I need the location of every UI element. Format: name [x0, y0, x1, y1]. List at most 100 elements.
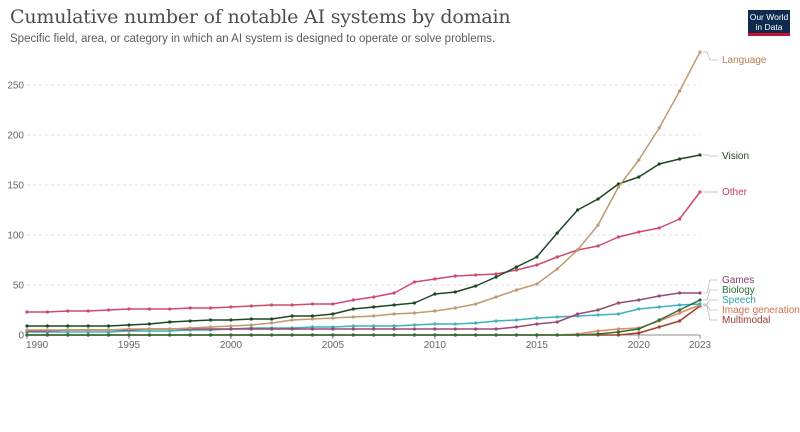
data-point — [616, 333, 621, 337]
data-point — [698, 291, 702, 295]
logo-line-2: in Data — [755, 22, 783, 32]
data-point — [637, 327, 641, 331]
data-point — [514, 325, 519, 329]
data-point — [270, 317, 274, 321]
data-point — [270, 303, 274, 307]
series-line — [27, 51, 701, 331]
data-point — [147, 327, 151, 331]
data-point — [453, 274, 457, 278]
label-leader-line — [703, 299, 718, 305]
data-point — [229, 327, 233, 331]
data-point — [127, 333, 131, 337]
data-point — [147, 322, 151, 326]
data-point — [433, 277, 437, 281]
data-point — [514, 265, 519, 269]
y-tick-label: 100 — [7, 231, 24, 242]
data-point — [678, 311, 682, 315]
data-point — [331, 316, 335, 320]
data-point — [596, 223, 600, 227]
data-point — [555, 333, 559, 337]
data-point — [106, 328, 111, 332]
data-point — [106, 324, 111, 328]
series-label: Other — [722, 187, 748, 198]
data-point — [351, 327, 355, 331]
data-point — [249, 323, 253, 327]
data-point — [596, 197, 600, 201]
data-point — [474, 284, 478, 288]
data-point — [372, 324, 376, 328]
x-tick-label: 2000 — [220, 340, 243, 351]
data-point — [270, 327, 274, 331]
data-point — [310, 302, 315, 306]
data-point — [698, 50, 702, 54]
data-point — [188, 326, 192, 330]
label-leader-line — [703, 279, 718, 294]
data-point — [229, 318, 233, 322]
x-tick-label: 2020 — [628, 340, 651, 351]
data-point — [596, 313, 600, 317]
data-point — [637, 307, 641, 311]
data-point — [698, 298, 702, 302]
label-leader-line — [703, 304, 718, 311]
data-point — [596, 244, 600, 248]
data-point — [392, 333, 396, 337]
data-point — [25, 328, 29, 332]
data-point — [637, 331, 641, 335]
data-point — [331, 327, 335, 331]
data-point — [208, 325, 213, 329]
data-point — [270, 321, 274, 325]
data-point — [555, 231, 559, 235]
y-tick-label: 150 — [7, 181, 24, 192]
data-point — [698, 190, 702, 194]
data-point — [208, 318, 213, 322]
data-point — [66, 309, 70, 313]
data-point — [392, 303, 396, 307]
data-point — [433, 309, 437, 313]
data-point — [657, 162, 661, 166]
data-point — [555, 320, 559, 324]
data-point — [106, 333, 111, 337]
data-point — [616, 312, 621, 316]
x-tick-label: 2023 — [689, 340, 712, 351]
data-point — [168, 307, 172, 311]
data-point — [698, 302, 702, 306]
data-point — [637, 298, 641, 302]
data-point — [698, 153, 702, 157]
data-point — [596, 329, 600, 333]
data-point — [412, 327, 417, 331]
data-point — [25, 310, 29, 314]
data-point — [535, 322, 539, 326]
owid-logo[interactable]: Our World in Data — [748, 10, 790, 36]
data-point — [229, 305, 233, 309]
data-point — [657, 294, 661, 298]
data-point — [678, 291, 682, 295]
data-point — [596, 332, 600, 336]
series-label: Games — [722, 275, 754, 286]
data-point — [657, 305, 661, 309]
data-point — [372, 305, 376, 309]
data-point — [535, 263, 539, 267]
data-point — [45, 333, 49, 337]
y-tick-label: 0 — [18, 331, 24, 342]
data-point — [372, 314, 376, 318]
data-point — [514, 268, 519, 272]
data-point — [188, 333, 192, 337]
data-point — [433, 322, 437, 326]
data-point — [249, 327, 253, 331]
data-point — [25, 333, 29, 337]
data-point — [637, 230, 641, 234]
data-point — [474, 321, 478, 325]
data-point — [474, 327, 478, 331]
data-point — [474, 302, 478, 306]
data-point — [208, 333, 213, 337]
data-point — [616, 327, 621, 331]
label-leader-line — [703, 154, 718, 157]
data-point — [25, 324, 29, 328]
data-point — [290, 314, 294, 318]
data-point — [555, 267, 559, 271]
data-point — [637, 175, 641, 179]
data-point — [86, 328, 90, 332]
series-line — [27, 303, 701, 333]
data-point — [453, 290, 457, 294]
data-point — [616, 185, 621, 189]
